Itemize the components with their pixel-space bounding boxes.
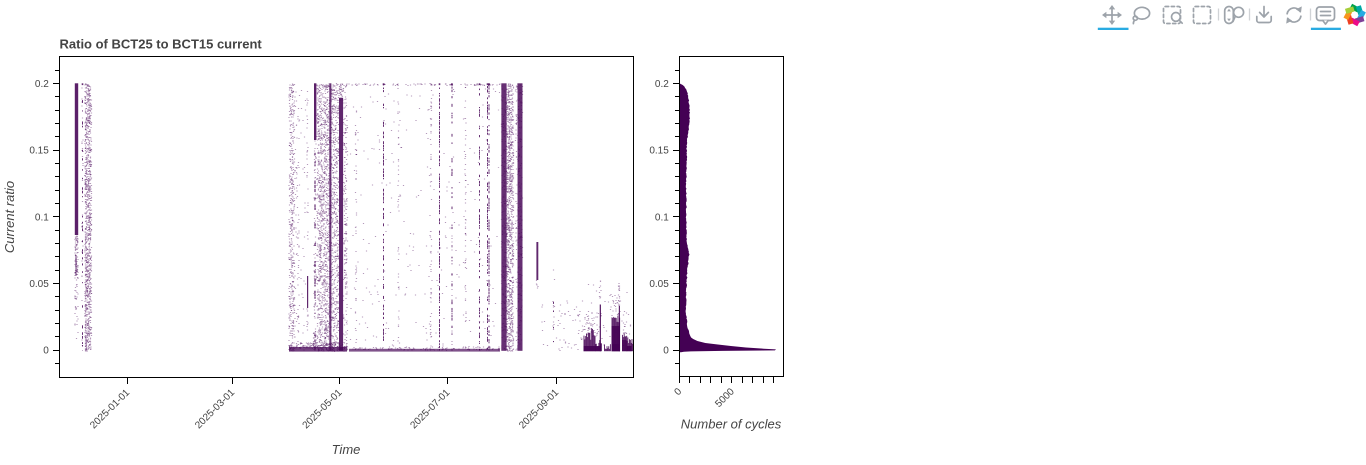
svg-text:0.2: 0.2: [655, 79, 669, 90]
svg-text:0.05: 0.05: [649, 279, 669, 290]
svg-text:Number of cycles: Number of cycles: [681, 417, 782, 432]
svg-text:0.1: 0.1: [655, 212, 669, 223]
svg-text:0: 0: [43, 346, 49, 357]
svg-text:0: 0: [663, 346, 669, 357]
svg-text:0.1: 0.1: [35, 212, 49, 223]
svg-text:Time: Time: [332, 442, 361, 457]
svg-text:0.05: 0.05: [29, 279, 49, 290]
svg-text:Ratio of BCT25 to BCT15 curren: Ratio of BCT25 to BCT15 current: [60, 37, 263, 52]
svg-text:Current ratio: Current ratio: [2, 181, 17, 253]
svg-text:0.2: 0.2: [35, 79, 49, 90]
svg-text:0.15: 0.15: [649, 146, 669, 157]
svg-text:0.15: 0.15: [29, 146, 49, 157]
